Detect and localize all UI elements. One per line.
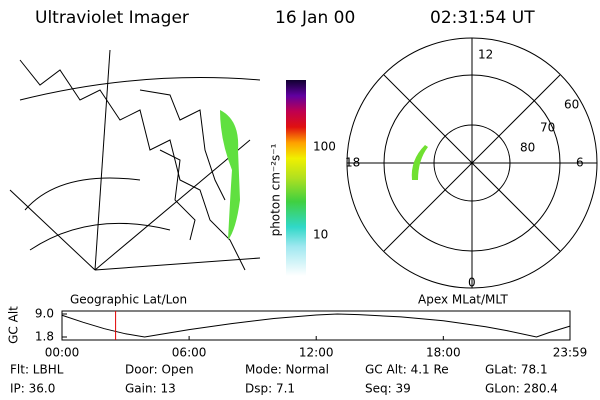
footer: GLon: 280.4 [485, 382, 558, 396]
footer: IP: 36.0 [10, 382, 55, 396]
footer: Mode: Normal [245, 363, 329, 377]
aurora-polar [411, 145, 428, 180]
title: Ultraviolet Imager [35, 8, 189, 28]
footer: Door: Open [125, 363, 194, 377]
mlt-label: 12 [478, 48, 493, 62]
footer: Gain: 13 [125, 382, 176, 396]
mlt-label: 6 [576, 156, 584, 170]
footer: GLat: 78.1 [485, 363, 548, 377]
polar-grid [346, 37, 598, 289]
mlt-label: 0 [468, 276, 476, 290]
aurora-geo [220, 110, 240, 240]
x-tick-label: 00:00 [45, 346, 80, 360]
mlat-label: 70 [540, 121, 555, 135]
mlat-label: 60 [564, 98, 579, 112]
x-tick-label: 06:00 [172, 346, 207, 360]
colorbar-label: photon cm⁻²s⁻¹ [269, 143, 283, 236]
date: 16 Jan 00 [275, 8, 355, 28]
colorbar [286, 80, 306, 276]
footer: Seq: 39 [365, 382, 411, 396]
x-tick-label: 12:00 [299, 346, 334, 360]
panel-label: Apex MLat/MLT [418, 293, 508, 307]
mlt-label: 18 [345, 156, 360, 170]
y-tick-label: 1.8 [35, 330, 54, 344]
x-tick-label: 23:59 [553, 346, 588, 360]
footer: Dsp: 7.1 [245, 382, 295, 396]
x-tick-label: 18:00 [426, 346, 461, 360]
altitude-line [61, 313, 571, 338]
geo-map [9, 49, 261, 271]
panel-label: Geographic Lat/Lon [70, 293, 187, 307]
y-label: GC Alt [7, 306, 21, 344]
colorbar-tick: 10 [313, 228, 328, 242]
footer: Flt: LBHL [10, 363, 64, 377]
colorbar-tick: 100 [313, 140, 336, 154]
mlat-label: 80 [520, 141, 535, 155]
time: 02:31:54 UT [430, 8, 535, 28]
y-tick-label: 9.0 [35, 307, 54, 321]
footer: GC Alt: 4.1 Re [365, 363, 449, 377]
